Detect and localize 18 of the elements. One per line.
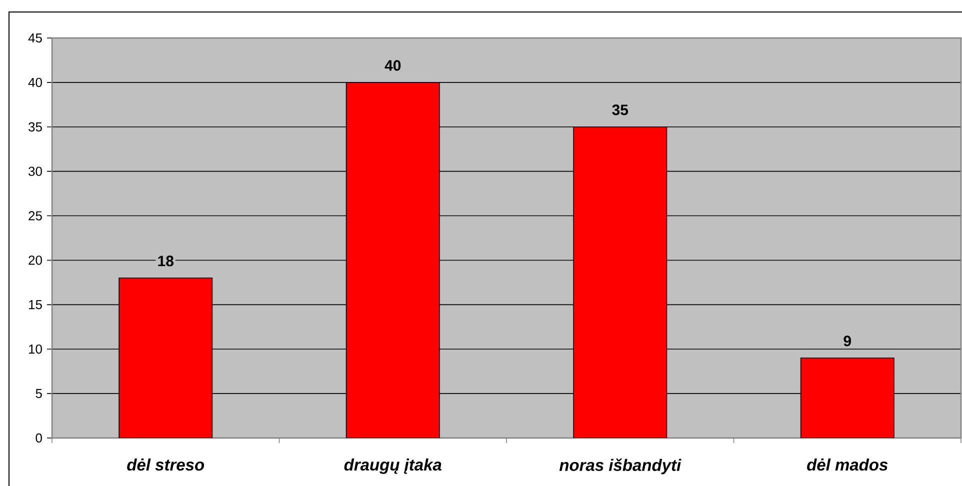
data-label: 18 — [158, 256, 174, 266]
y-tick-label: 40 — [28, 78, 42, 88]
y-tick-label: 45 — [28, 33, 42, 43]
y-tick-label: 0 — [36, 433, 42, 443]
x-tick-label: noras išbandyti — [559, 458, 682, 474]
data-label: 9 — [844, 336, 851, 346]
y-tick-label: 5 — [36, 389, 42, 398]
data-label: 40 — [384, 60, 401, 71]
data-label: 35 — [612, 104, 628, 116]
y-tick-label: 20 — [28, 256, 42, 265]
x-tick-label: dėl mados — [807, 458, 888, 471]
y-tick-label: 15 — [29, 300, 42, 310]
x-tick-label: draugų įtaka — [344, 458, 442, 474]
y-tick-label: 35 — [28, 122, 42, 132]
x-tick-label: dėl streso — [127, 458, 204, 471]
y-tick-label: 30 — [28, 166, 42, 176]
y-tick-label: 10 — [29, 344, 42, 354]
y-tick-label: 25 — [28, 211, 42, 220]
